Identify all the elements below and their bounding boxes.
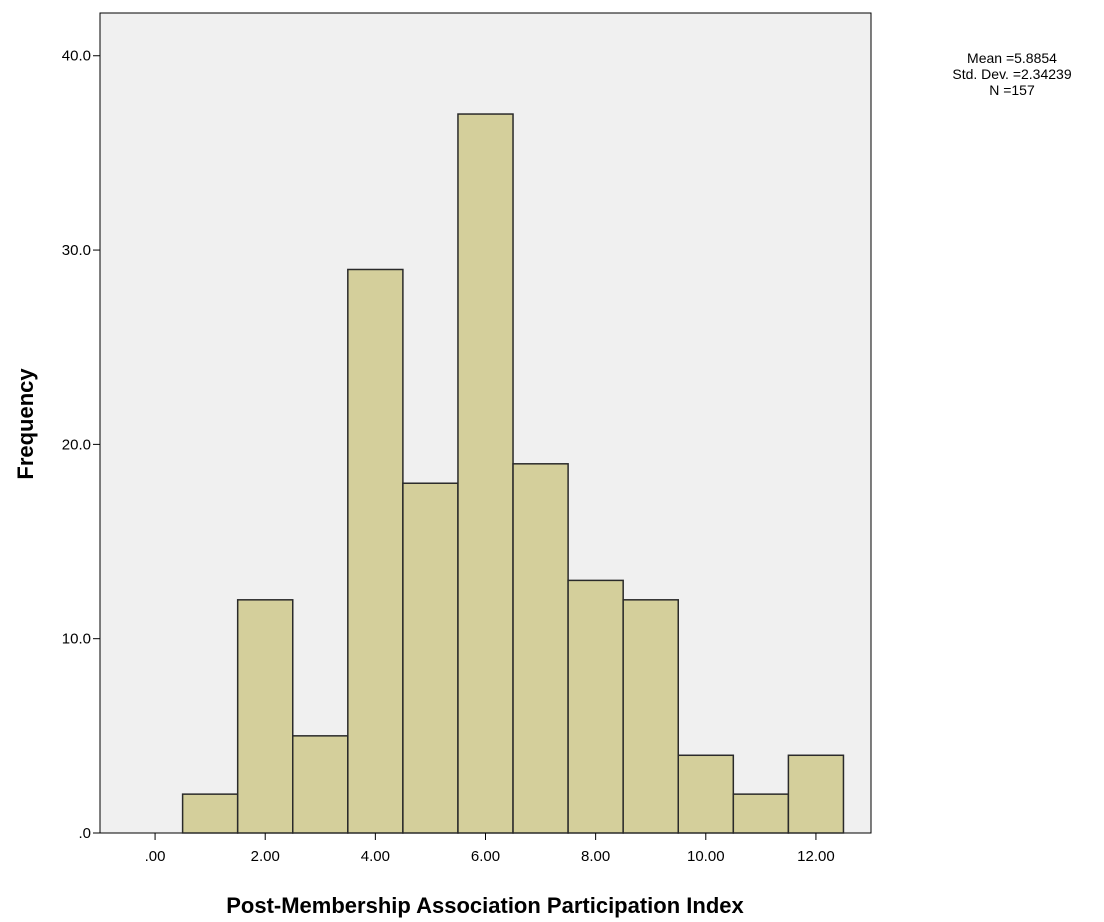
x-tick-label: 2.00 <box>251 848 280 865</box>
x-tick-label: .00 <box>145 848 166 865</box>
x-axis: .00 2.00 4.00 6.00 8.00 10.00 12.00 <box>145 833 835 865</box>
histogram-bar-4 <box>347 268 404 834</box>
y-tick-label: .0 <box>78 825 91 842</box>
y-tick-label: 40.0 <box>62 48 91 65</box>
histogram-bar-12 <box>787 754 845 834</box>
x-tick-label: 12.00 <box>797 848 835 865</box>
bars-group <box>181 113 845 834</box>
histogram-bar-9 <box>622 599 679 834</box>
x-tick-label: 4.00 <box>361 848 390 865</box>
histogram-bar-10 <box>677 754 735 834</box>
histogram-bar-7 <box>512 463 569 834</box>
stats-box: Mean =5.8854 Std. Dev. =2.34239 N =157 <box>952 50 1071 98</box>
y-axis-title: Frequency <box>13 368 38 480</box>
x-tick-label: 8.00 <box>581 848 610 865</box>
histogram-bar-8 <box>567 579 624 834</box>
y-tick-label: 20.0 <box>62 436 91 453</box>
y-tick-label: 30.0 <box>62 242 91 259</box>
y-tick-label: 10.0 <box>62 631 91 648</box>
stats-mean: Mean =5.8854 <box>967 50 1057 66</box>
histogram-bar-1 <box>181 793 239 834</box>
histogram-bar-3 <box>292 735 349 834</box>
histogram-bar-2 <box>236 599 294 834</box>
histogram-bar-11 <box>732 793 790 834</box>
y-axis: .0 10.0 20.0 30.0 40.0 <box>62 48 100 842</box>
histogram-bar-5 <box>402 482 459 834</box>
x-tick-label: 10.00 <box>687 848 725 865</box>
x-axis-title: Post-Membership Association Participatio… <box>226 893 744 918</box>
x-tick-label: 6.00 <box>471 848 500 865</box>
stats-std-dev: Std. Dev. =2.34239 <box>952 66 1071 82</box>
histogram-bar-6 <box>457 113 514 834</box>
stats-n: N =157 <box>989 82 1035 98</box>
